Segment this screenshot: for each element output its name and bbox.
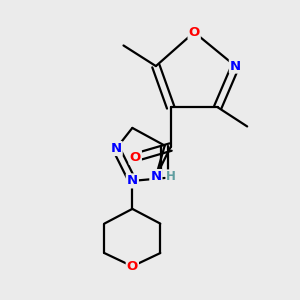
Text: N: N bbox=[111, 142, 122, 155]
Text: O: O bbox=[188, 26, 200, 39]
Text: O: O bbox=[127, 260, 138, 273]
Text: H: H bbox=[166, 170, 176, 183]
Text: N: N bbox=[127, 174, 138, 188]
Text: N: N bbox=[150, 170, 161, 183]
Text: N: N bbox=[230, 60, 241, 73]
Text: O: O bbox=[130, 151, 141, 164]
